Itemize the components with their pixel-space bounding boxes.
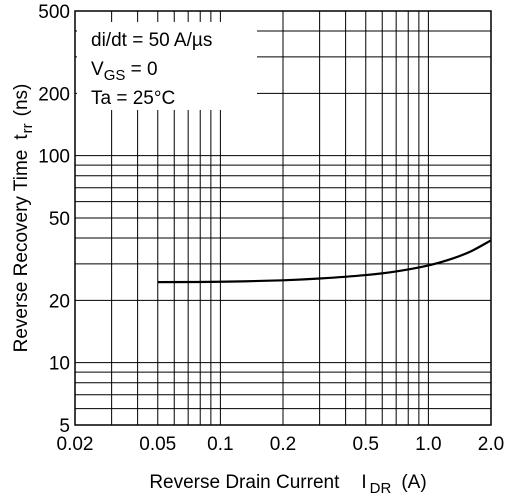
plot-frame: [74, 10, 492, 426]
x-axis-title: Reverse Drain Current I DR (A): [149, 472, 426, 497]
annotation-background: [77, 22, 257, 110]
y-tick-label: 50: [49, 209, 70, 230]
y-tick-labels: 5 10 20 50 100 200 500: [38, 2, 70, 437]
x-tick-labels: 0.02 0.05 0.1 0.2 0.5 1.0 2.0: [57, 434, 505, 455]
annotation-didt: di/dt = 50 A/µs: [91, 30, 212, 51]
x-tick-label: 2.0: [478, 434, 504, 455]
y-tick-label: 5: [59, 416, 70, 437]
series-line-trr: [157, 239, 492, 284]
y-tick-label: 200: [38, 84, 70, 105]
y-tick-label: 20: [49, 291, 70, 312]
x-tick-label: 0.2: [270, 434, 296, 455]
y-tick-label: 10: [49, 354, 70, 375]
y-tick-label: 500: [38, 2, 70, 23]
y-axis-title: Reverse Recovery Timetrr(ns): [11, 84, 36, 353]
x-tick-label: 1.0: [415, 434, 441, 455]
y-tick-label: 100: [38, 147, 70, 168]
annotation-box: di/dt = 50 A/µs VGS = 0 Ta = 25°C: [77, 22, 257, 110]
annotation-ta: Ta = 25°C: [91, 88, 175, 109]
x-tick-label: 0.1: [207, 434, 233, 455]
x-tick-label: 0.05: [139, 434, 176, 455]
annotation-vgs: VGS = 0: [91, 59, 158, 84]
x-tick-label: 0.02: [57, 434, 94, 455]
x-tick-label: 0.5: [353, 434, 379, 455]
